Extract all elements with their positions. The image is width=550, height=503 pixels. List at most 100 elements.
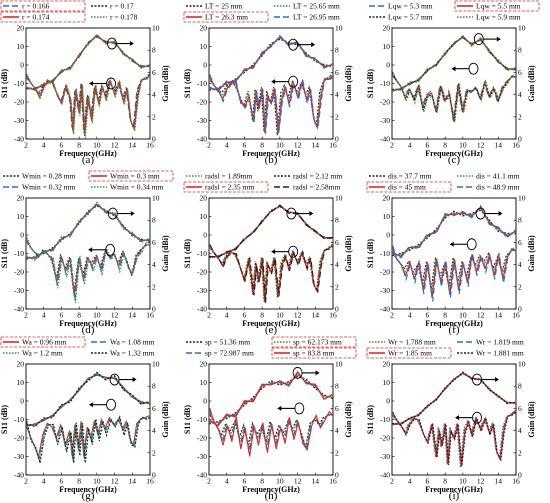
y-axis-label: S11 (dB) [366,405,375,434]
x-tick-label: 8 [77,311,81,320]
gain-series-4 [209,370,333,427]
y2-tick-label: 8 [152,216,156,225]
x-axis-label: Frequency(GHz) [242,485,300,494]
axis-arrow-head [309,211,314,217]
y2-tick-label: 4 [335,260,339,269]
legend-entry: Wmin = 0.28 mm [22,172,76,181]
x-tick-label: 14 [495,141,503,150]
gain-series-4 [392,204,516,259]
x-tick-label: 6 [243,141,247,150]
legend-entry: LT = 26.3 mm [205,13,248,22]
s11-series-3 [26,416,150,462]
y-tick-label: 20 [200,24,208,33]
x-tick-label: 2 [207,311,211,320]
x-tick-label: 10 [459,477,467,486]
chart-svg: Wmin = 0.28 mm Wmin = 0.3 mm Wmin = 0.32 m… [0,170,174,336]
x-tick-label: 14 [129,311,137,320]
y2-tick-label: 0 [152,305,156,314]
y-tick-label: -30 [197,116,207,125]
y2-tick-label: 4 [152,90,156,99]
gain-series-2 [392,372,516,426]
y-tick-label: 20 [383,360,391,369]
legend-highlight-box [0,11,86,23]
y2-tick-label: 4 [152,426,156,435]
y2-tick-label: 4 [335,90,339,99]
legend: dis = 37.7 mm dis = 41.1 mm dis = 45 mm dis… [366,172,520,193]
y-tick-label: 10 [200,42,208,51]
y2-tick-label: 6 [152,68,156,77]
y-tick-label: 20 [383,24,391,33]
legend-highlight-box [454,0,540,12]
x-tick-label: 10 [93,141,101,150]
y-tick-label: -30 [197,286,207,295]
legend-entry: Wr = 1.788 mm [388,338,436,347]
y2-tick-label: 8 [518,46,522,55]
x-tick-label: 12 [477,311,485,320]
legend-entry: sp = 51.36 mm [205,338,250,347]
legend-entry: radsl = 2.35 mm [205,183,254,192]
y2-tick-label: 6 [152,238,156,247]
axis-arrow-head [451,66,456,72]
x-tick-label: 12 [294,311,302,320]
y-tick-label: -20 [14,98,24,107]
legend-highlight-box [0,336,86,348]
y2-tick-label: 8 [335,382,339,391]
gain-series-1 [209,375,333,425]
x-tick-label: 14 [312,477,320,486]
x-tick-label: 12 [477,141,485,150]
x-tick-label: 14 [129,477,137,486]
s11-series-2 [392,248,516,295]
x-tick-label: 8 [260,311,264,320]
y-tick-label: 10 [200,212,208,221]
x-tick-label: 12 [477,477,485,486]
panel-a: r = 0.166 r = 0.17 r = 0.174 r = 0.178 2 4 6 8 1… [0,0,176,166]
legend: radsl = 1.89mm radsl = 2.12 mm radsl = 2.3… [183,172,342,193]
panel-i: Wr = 1.788 mm Wr = 1.819 mm Wr = 1.85 mm Wr… [366,336,542,502]
x-tick-label: 14 [495,477,503,486]
s11-series-3 [392,246,516,298]
chart-svg: Wr = 1.788 mm Wr = 1.819 mm Wr = 1.85 mm Wr… [366,338,536,502]
y-tick-label: 0 [203,397,207,406]
y-tick-label: 20 [17,194,25,203]
y2-tick-label: 8 [152,46,156,55]
y-axis-label: S11 (dB) [366,69,375,98]
y2-tick-label: 6 [518,404,522,413]
legend-entry: Wmin = 0.3 mm [110,172,160,181]
y-tick-label: 10 [383,378,391,387]
y2-tick-label: 0 [518,305,522,314]
y2-tick-label: 6 [152,404,156,413]
x-tick-label: 16 [146,477,154,486]
curve-indicator-ellipse [466,238,477,251]
x-tick-label: 2 [207,477,211,486]
x-tick-label: 2 [390,141,394,150]
y2-axis-label: Gain (dBi) [344,401,353,438]
chart-svg: radsl = 1.89mm radsl = 2.12 mm radsl = 2.3… [183,172,353,336]
axis-arrow-head [449,241,454,247]
x-tick-label: 6 [60,477,64,486]
legend-entry: Wmin = 0.32 mm [22,183,76,192]
axis-arrow-head [315,370,320,376]
y-tick-label: -40 [14,135,24,144]
y2-axis-label: Gain (dBi) [527,235,536,272]
y-axis-label: S11 (dB) [366,239,375,268]
legend-highlight-box [366,181,452,193]
y-tick-label: -30 [380,286,390,295]
x-axis-label: Frequency(GHz) [59,149,117,158]
y2-tick-label: 4 [335,426,339,435]
y-tick-label: 10 [200,378,208,387]
s11-series-3 [209,409,333,453]
y2-tick-label: 2 [335,282,339,291]
x-tick-label: 2 [390,311,394,320]
legend-entry: Wr = 1.819 mm [476,338,524,347]
x-tick-label: 16 [512,141,520,150]
y2-tick-label: 0 [335,135,339,144]
x-tick-label: 4 [42,477,46,486]
s11-series-4 [209,244,333,303]
x-tick-label: 2 [390,477,394,486]
x-tick-label: 2 [207,141,211,150]
y-tick-label: -20 [380,268,390,277]
x-tick-label: 16 [146,141,154,150]
axis-arrow-head [129,41,134,47]
y2-tick-label: 10 [518,24,526,33]
panel-f: dis = 37.7 mm dis = 41.1 mm dis = 45 mm dis… [366,170,542,336]
